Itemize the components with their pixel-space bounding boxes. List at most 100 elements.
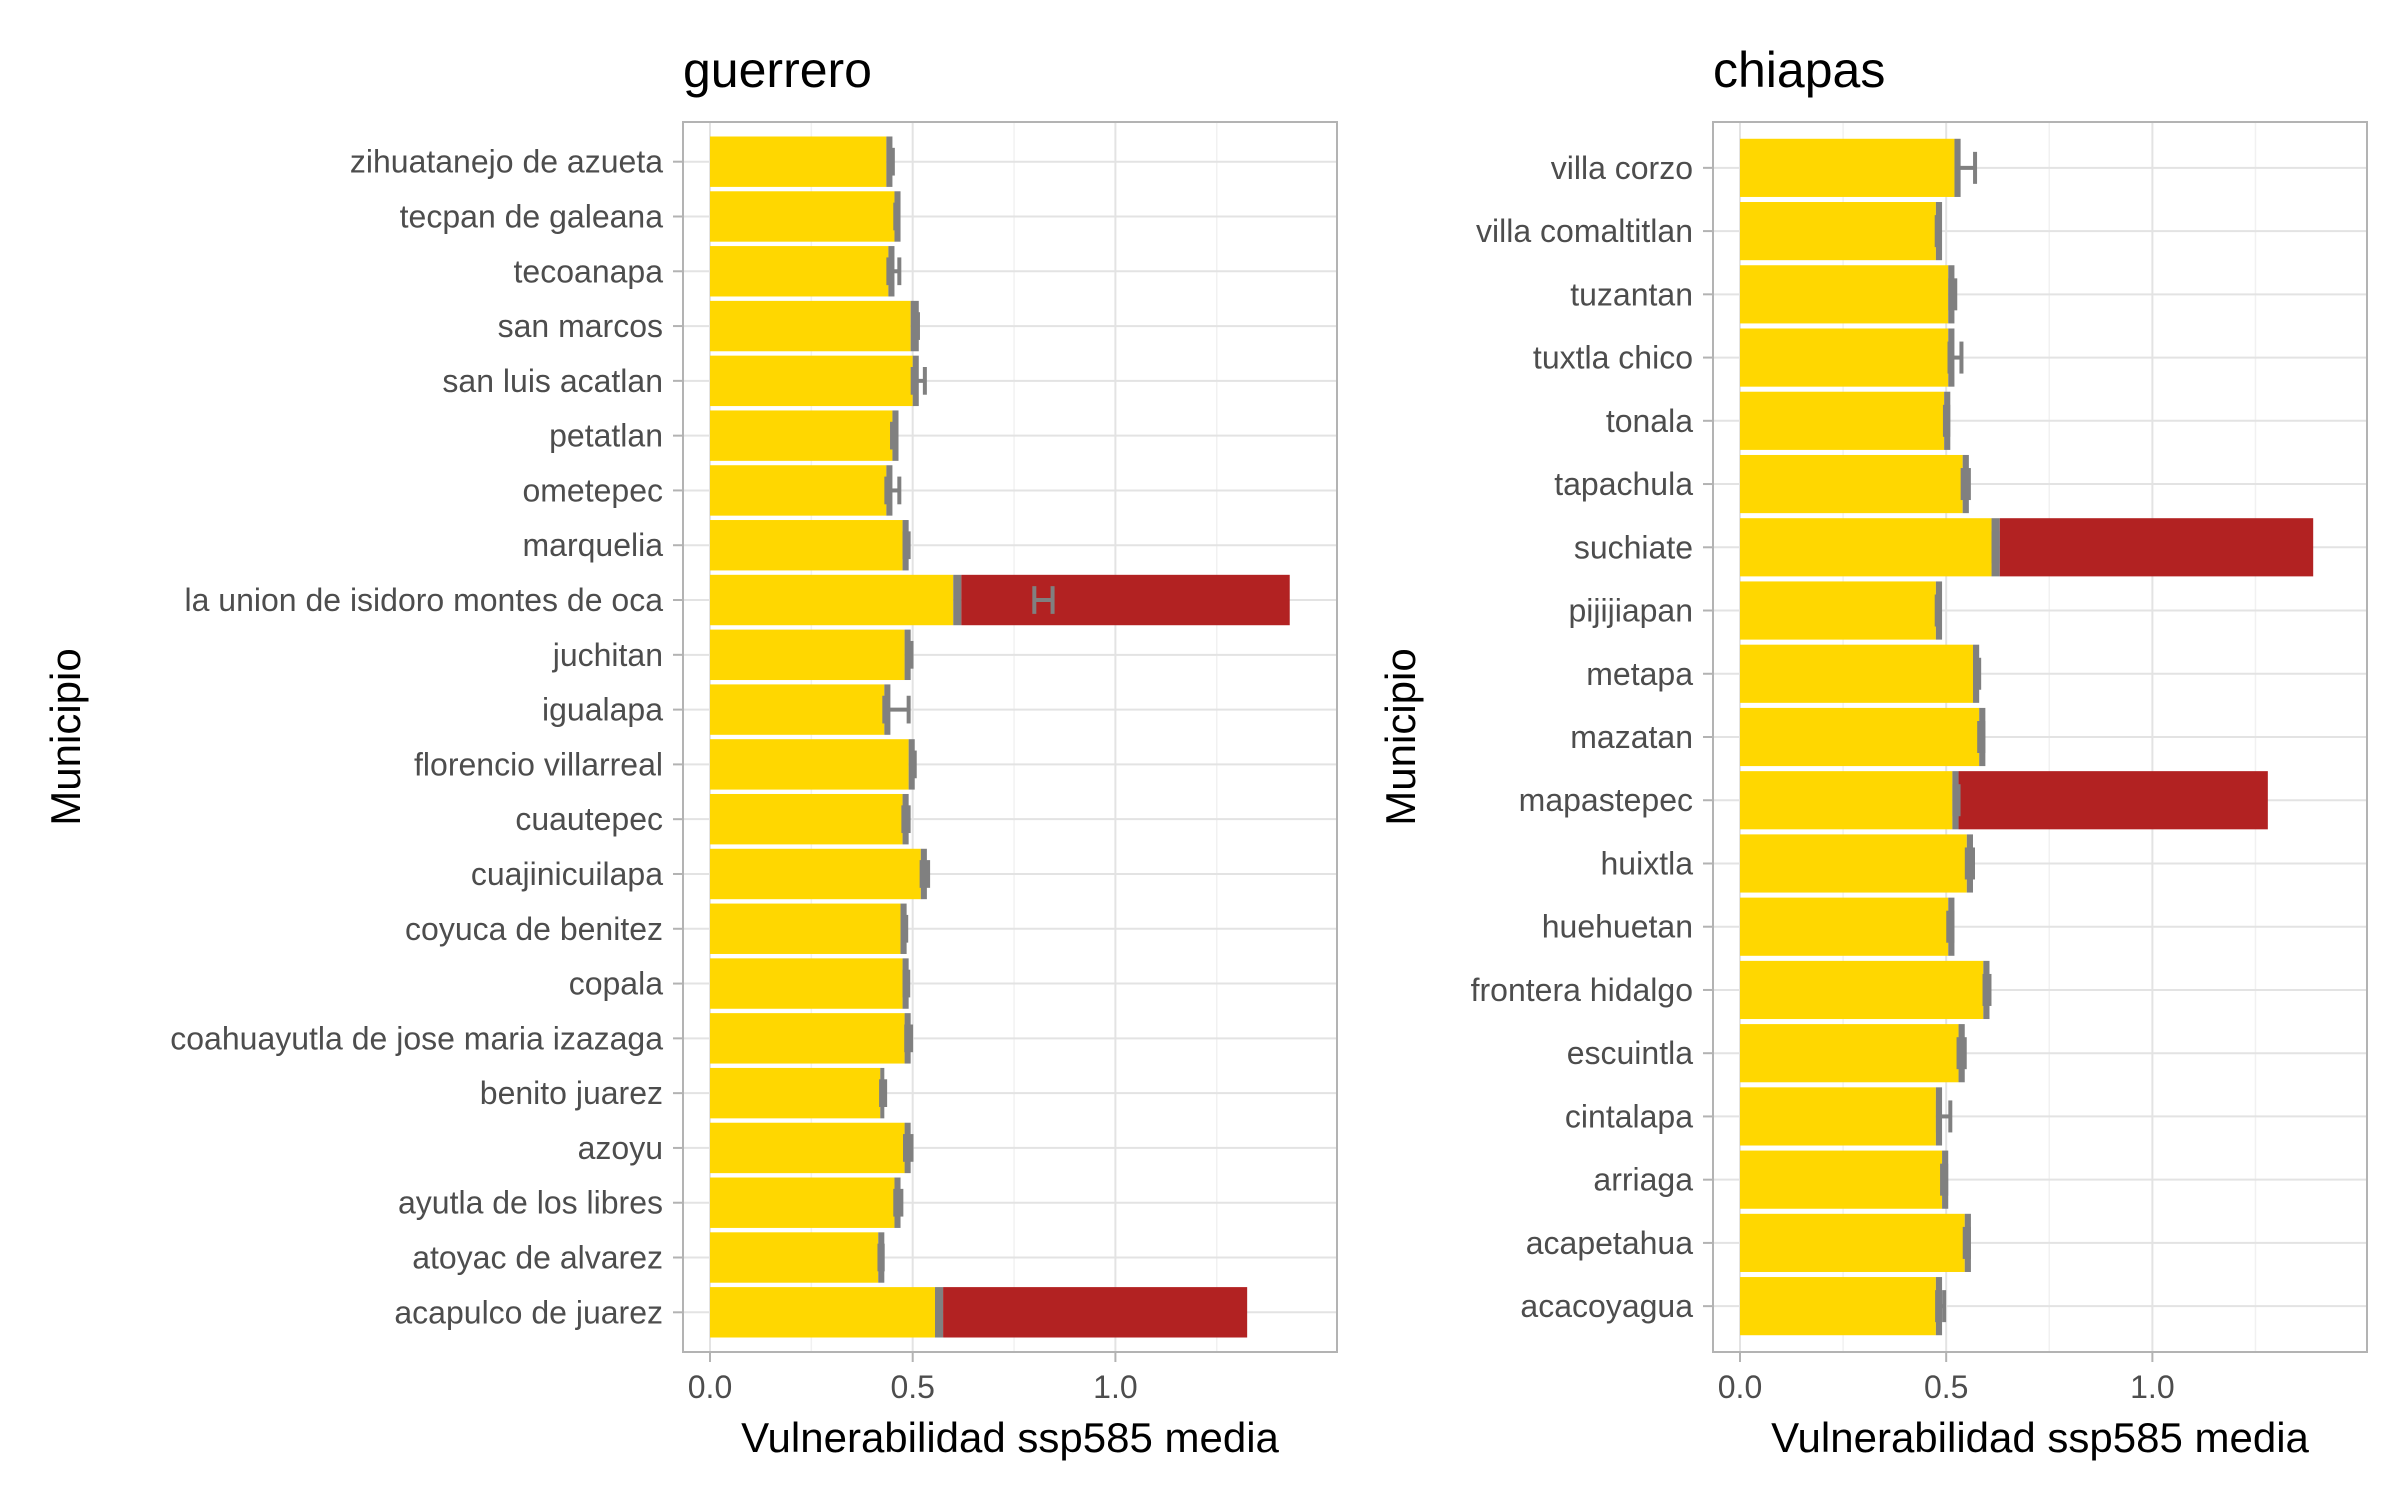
y-tick-label-chiapas: acacoyagua bbox=[1520, 1288, 1693, 1324]
y-tick-label-guerrero: cuajinicuilapa bbox=[471, 856, 663, 892]
y-tick-label-guerrero: benito juarez bbox=[480, 1075, 663, 1111]
y-tick-label-guerrero: ometepec bbox=[522, 472, 663, 508]
error-bar-chiapas-metapa bbox=[1973, 657, 1982, 690]
bar-guerrero-ometepec-s0 bbox=[710, 465, 887, 516]
bar-guerrero-acapulco-de-juarez-s2 bbox=[943, 1287, 1248, 1338]
error-bar-chiapas-cintalapa bbox=[1935, 1100, 1953, 1133]
bar-guerrero-atoyac-de-alvarez-s0 bbox=[710, 1232, 879, 1283]
y-tick-label-guerrero: cuautepec bbox=[515, 801, 663, 837]
error-bar-guerrero-cuajinicuilapa bbox=[919, 860, 931, 888]
bar-guerrero-coyuca-de-benitez-s0 bbox=[710, 903, 901, 954]
bar-chiapas-huixtla-s0 bbox=[1740, 834, 1967, 893]
error-bar-chiapas-villa-comaltitlan bbox=[1934, 215, 1942, 248]
error-bar-chiapas-villa-corzo bbox=[1954, 151, 1978, 184]
y-tick-label-chiapas: mapastepec bbox=[1519, 782, 1693, 818]
x-tick-label-guerrero: 1.0 bbox=[1093, 1369, 1137, 1405]
error-bar-guerrero-zihuatanejo-de-azueta bbox=[887, 147, 895, 176]
error-bar-chiapas-tuzantan bbox=[1948, 278, 1958, 311]
error-bar-chiapas-pijijiapan bbox=[1934, 594, 1942, 627]
error-bar-guerrero-ayutla-de-los-libres bbox=[893, 1188, 904, 1217]
y-tick-labels-chiapas: villa corzo villa comaltitlan tuzantan tuxt… bbox=[1471, 150, 1713, 1324]
y-tick-label-chiapas: mazatan bbox=[1570, 719, 1693, 755]
error-bar-chiapas-acacoyagua bbox=[1935, 1290, 1947, 1323]
bars-guerrero bbox=[710, 136, 1290, 1338]
bar-chiapas-tuxtla-chico-s0 bbox=[1740, 328, 1949, 387]
y-tick-label-chiapas: villa corzo bbox=[1551, 150, 1693, 186]
error-bar-guerrero-ometepec bbox=[884, 476, 902, 505]
x-tick-label-chiapas: 1.0 bbox=[2130, 1369, 2174, 1405]
y-tick-label-guerrero: azoyu bbox=[578, 1130, 663, 1166]
y-tick-label-guerrero: san luis acatlan bbox=[442, 363, 663, 399]
y-tick-label-guerrero: acapulco de juarez bbox=[394, 1294, 663, 1330]
bar-chiapas-tapachula-s0 bbox=[1740, 454, 1963, 514]
y-tick-label-chiapas: tuxtla chico bbox=[1533, 340, 1693, 376]
y-tick-label-chiapas: tapachula bbox=[1554, 466, 1693, 502]
y-tick-label-guerrero: juchitan bbox=[552, 637, 663, 673]
bar-guerrero-la-union-de-isidoro-montes-de-oca-s0 bbox=[710, 574, 954, 626]
bar-guerrero-marquelia-s0 bbox=[710, 520, 903, 571]
y-tick-label-guerrero: coahuayutla de jose maria izazaga bbox=[170, 1020, 663, 1056]
bar-chiapas-villa-comaltitlan-s0 bbox=[1740, 202, 1936, 261]
error-bar-guerrero-coyuca-de-benitez bbox=[900, 914, 909, 943]
panel-title-guerrero: guerrero bbox=[683, 42, 872, 98]
error-bar-guerrero-benito-juarez bbox=[879, 1079, 888, 1108]
bars-chiapas bbox=[1740, 138, 2314, 1336]
error-bar-guerrero-cuautepec bbox=[901, 805, 911, 834]
y-tick-labels-guerrero: zihuatanejo de azueta tecpan de galeana te… bbox=[170, 144, 683, 1330]
bar-chiapas-mapastepec-s0 bbox=[1740, 771, 1953, 830]
panel-border-guerrero bbox=[682, 121, 1338, 1353]
bar-chiapas-acapetahua-s0 bbox=[1740, 1213, 1965, 1272]
bar-guerrero-petatlan-s0 bbox=[710, 410, 893, 461]
bar-guerrero-la-union-de-isidoro-montes-de-oca-s2 bbox=[961, 574, 1290, 626]
bar-guerrero-acapulco-de-juarez-s0 bbox=[710, 1287, 935, 1338]
y-tick-label-guerrero: marquelia bbox=[522, 527, 663, 563]
error-bar-guerrero-atoyac-de-alvarez bbox=[877, 1243, 885, 1272]
bar-guerrero-benito-juarez-s0 bbox=[710, 1067, 881, 1119]
error-bar-guerrero-tecpan-de-galeana bbox=[893, 202, 900, 231]
y-tick-label-chiapas: cintalapa bbox=[1565, 1098, 1693, 1134]
y-tick-label-chiapas: escuintla bbox=[1567, 1035, 1694, 1071]
bar-chiapas-huehuetan-s0 bbox=[1740, 897, 1949, 956]
bar-chiapas-villa-corzo-s0 bbox=[1740, 138, 1955, 197]
error-bar-chiapas-tonala bbox=[1942, 404, 1951, 437]
y-tick-label-guerrero: copala bbox=[569, 966, 664, 1002]
bar-guerrero-juchitan-s0 bbox=[710, 629, 905, 681]
x-axis-title-chiapas: Vulnerabilidad ssp585 media bbox=[1771, 1414, 2309, 1461]
error-bar-chiapas-tuxtla-chico bbox=[1947, 341, 1964, 374]
error-bar-guerrero-florencio-villarreal bbox=[909, 750, 917, 779]
bar-guerrero-tecpan-de-galeana-s0 bbox=[710, 191, 895, 242]
error-bar-chiapas-huehuetan bbox=[1946, 910, 1955, 943]
error-bar-chiapas-arriaga bbox=[1940, 1163, 1949, 1196]
bar-guerrero-san-luis-acatlan-s0 bbox=[710, 355, 913, 407]
x-axis-title-guerrero: Vulnerabilidad ssp585 media bbox=[741, 1414, 1279, 1461]
bar-guerrero-cuajinicuilapa-s0 bbox=[710, 848, 921, 900]
y-tick-label-chiapas: arriaga bbox=[1593, 1162, 1693, 1198]
error-bar-chiapas-suchiate bbox=[1991, 531, 2000, 564]
bar-chiapas-frontera-hidalgo-s0 bbox=[1740, 960, 1984, 1020]
bar-chiapas-mapastepec-s2 bbox=[1958, 771, 2268, 830]
bar-chiapas-metapa-s0 bbox=[1740, 644, 1973, 703]
bar-guerrero-copala-s0 bbox=[710, 958, 903, 1009]
bar-chiapas-tonala-s0 bbox=[1740, 391, 1945, 450]
bar-chiapas-pijijiapan-s0 bbox=[1740, 581, 1936, 640]
y-tick-label-guerrero: petatlan bbox=[549, 418, 663, 454]
y-tick-label-chiapas: villa comaltitlan bbox=[1476, 213, 1693, 249]
y-tick-label-guerrero: atoyac de alvarez bbox=[412, 1240, 663, 1276]
y-tick-label-guerrero: tecpan de galeana bbox=[400, 198, 664, 234]
bar-guerrero-la-union-de-isidoro-montes-de-oca-s1 bbox=[953, 574, 962, 626]
y-tick-label-guerrero: igualapa bbox=[542, 692, 663, 728]
error-bar-guerrero-san-marcos bbox=[913, 312, 920, 340]
y-tick-label-guerrero: coyuca de benitez bbox=[405, 911, 663, 947]
y-tick-label-chiapas: acapetahua bbox=[1526, 1225, 1693, 1261]
error-bar-guerrero-marquelia bbox=[902, 531, 911, 560]
x-tick-label-chiapas: 0.5 bbox=[1924, 1369, 1968, 1405]
error-bar-guerrero-azoyu bbox=[903, 1134, 914, 1162]
y-tick-label-chiapas: huixtla bbox=[1601, 845, 1694, 881]
bar-chiapas-suchiate-s2 bbox=[1999, 518, 2314, 577]
y-tick-label-chiapas: huehuetan bbox=[1542, 909, 1693, 945]
error-bar-chiapas-mazatan bbox=[1977, 721, 1986, 753]
error-bar-guerrero-copala bbox=[902, 969, 911, 998]
panel-chiapas: chiapas villa corzo villa comaltitlan tuza… bbox=[1377, 42, 2368, 1461]
x-ticks-chiapas: 0.0 0.5 1.0 bbox=[1718, 1352, 2175, 1405]
